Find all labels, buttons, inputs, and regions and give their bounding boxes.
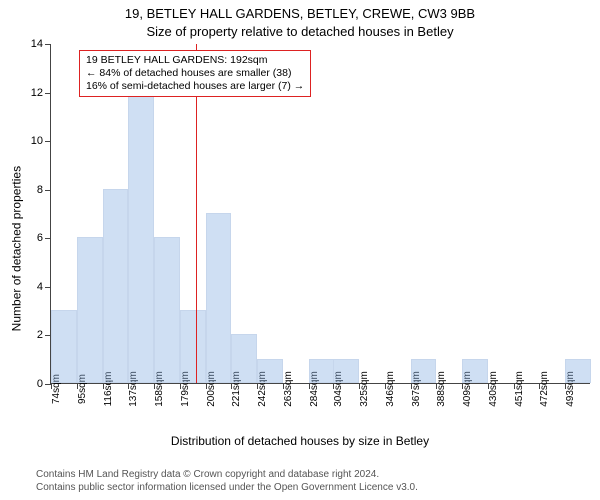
y-tick-label: 10: [31, 135, 43, 147]
x-tick-label: 325sqm: [359, 371, 370, 407]
y-tick: [45, 238, 51, 239]
histogram-bar: [128, 92, 154, 383]
histogram-bar: [180, 310, 206, 383]
attribution-footer: Contains HM Land Registry data © Crown c…: [36, 469, 418, 494]
x-tick-label: 451sqm: [514, 371, 525, 407]
histogram-bar: [154, 237, 180, 383]
y-tick-label: 14: [31, 38, 43, 50]
histogram-bar: [411, 359, 437, 383]
callout-box: 19 BETLEY HALL GARDENS: 192sqm← 84% of d…: [79, 50, 311, 97]
y-axis-label: Number of detached properties: [10, 166, 24, 331]
footer-line-1: Contains HM Land Registry data © Crown c…: [36, 469, 418, 482]
histogram-plot: 0246810121474sqm95sqm116sqm137sqm158sqm1…: [50, 44, 590, 384]
x-tick-label: 346sqm: [385, 371, 396, 407]
y-tick-label: 4: [37, 281, 43, 293]
y-tick: [45, 287, 51, 288]
x-tick-label: 263sqm: [283, 371, 294, 407]
histogram-bar: [462, 359, 488, 383]
y-tick: [45, 141, 51, 142]
histogram-bar: [309, 359, 335, 383]
y-tick-label: 0: [37, 378, 43, 390]
page-subtitle: Size of property relative to detached ho…: [0, 24, 600, 39]
y-tick-label: 12: [31, 87, 43, 99]
histogram-bar: [77, 237, 103, 383]
y-tick-label: 2: [37, 329, 43, 341]
x-tick-label: 430sqm: [488, 371, 499, 407]
y-tick-label: 6: [37, 232, 43, 244]
histogram-bar: [206, 213, 232, 383]
y-tick: [45, 44, 51, 45]
histogram-bar: [231, 334, 257, 383]
page-title: 19, BETLEY HALL GARDENS, BETLEY, CREWE, …: [0, 6, 600, 21]
x-axis-label: Distribution of detached houses by size …: [0, 434, 600, 448]
y-tick: [45, 93, 51, 94]
callout-line: ← 84% of detached houses are smaller (38…: [86, 67, 304, 80]
footer-line-2: Contains public sector information licen…: [36, 482, 418, 495]
callout-line: 16% of semi-detached houses are larger (…: [86, 80, 304, 93]
y-tick: [45, 190, 51, 191]
histogram-bar: [103, 189, 129, 383]
x-tick-label: 388sqm: [436, 371, 447, 407]
histogram-bar: [333, 359, 359, 383]
histogram-bar: [565, 359, 591, 383]
histogram-bar: [257, 359, 283, 383]
histogram-bar: [51, 310, 77, 383]
x-tick-label: 472sqm: [539, 371, 550, 407]
y-tick-label: 8: [37, 184, 43, 196]
callout-line: 19 BETLEY HALL GARDENS: 192sqm: [86, 54, 304, 67]
